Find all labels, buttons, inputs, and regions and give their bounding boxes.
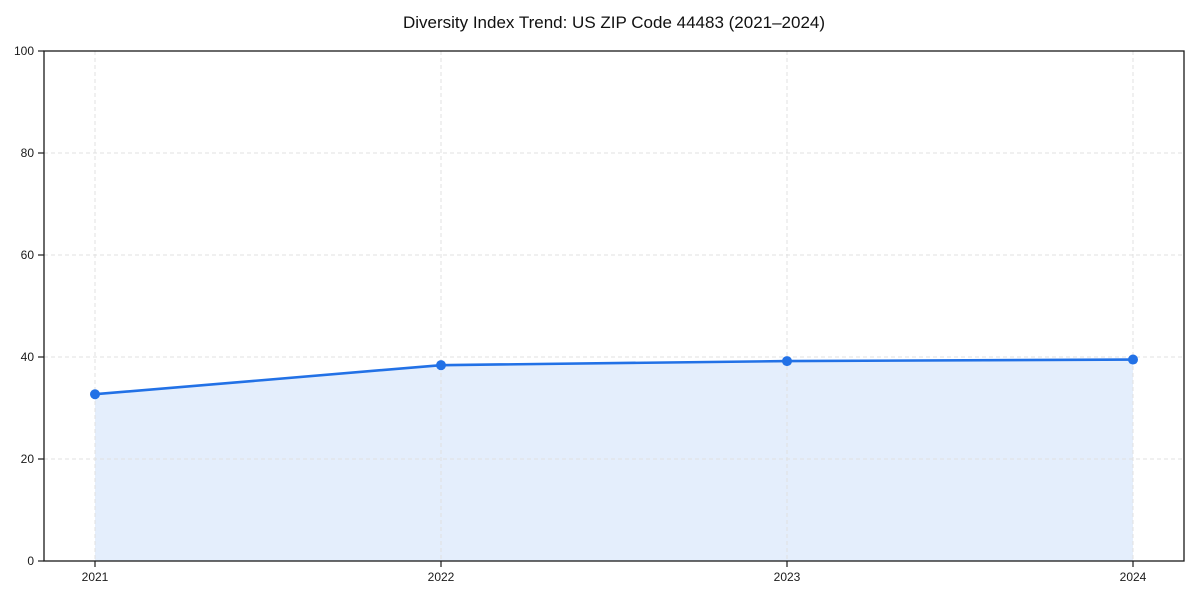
area-fill xyxy=(95,359,1133,561)
y-tick-label: 80 xyxy=(21,146,35,160)
y-tick-label: 20 xyxy=(21,452,35,466)
data-point-2022 xyxy=(436,360,446,371)
x-tick-label: 2022 xyxy=(428,570,455,584)
x-tick-label: 2021 xyxy=(82,570,109,584)
y-tick-label: 40 xyxy=(21,350,35,364)
data-point-2023 xyxy=(782,356,792,367)
y-tick-label: 60 xyxy=(21,248,35,262)
x-tick-label: 2023 xyxy=(774,570,801,584)
chart-title: Diversity Index Trend: US ZIP Code 44483… xyxy=(402,13,826,32)
plot-border xyxy=(43,50,1185,562)
trend-line xyxy=(93,358,1135,396)
data-point-2024 xyxy=(1128,354,1138,365)
x-tick-label: 2024 xyxy=(1120,570,1147,584)
y-tick-label: 100 xyxy=(14,44,34,58)
data-point-2021 xyxy=(90,389,100,400)
y-tick-label: 0 xyxy=(27,554,34,568)
